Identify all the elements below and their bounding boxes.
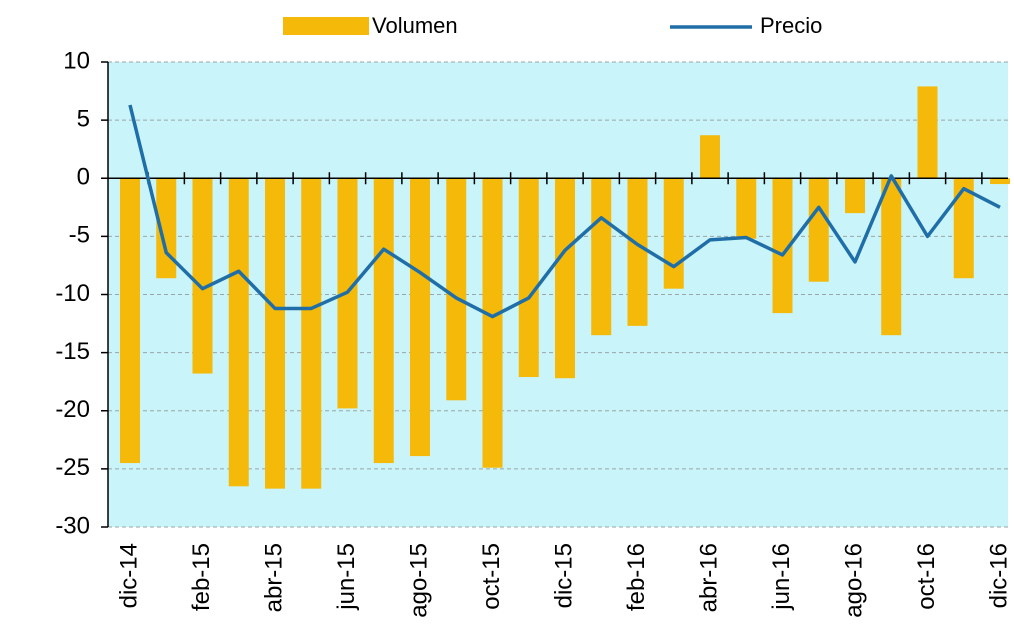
- bar: [120, 178, 140, 464]
- x-tick-label: dic-15: [550, 543, 577, 608]
- bar: [518, 178, 539, 378]
- y-tick-label: -5: [69, 222, 90, 249]
- y-tick-label: -10: [55, 280, 90, 307]
- bar: [301, 178, 322, 489]
- price-line: [128, 104, 1001, 319]
- bar: [265, 178, 285, 489]
- bar: [192, 178, 213, 374]
- bar: [700, 135, 720, 179]
- x-tick-label: abr-15: [260, 543, 287, 612]
- y-tick-label: -15: [55, 338, 90, 365]
- bar: [953, 178, 974, 279]
- x-tick-label: oct-15: [478, 543, 505, 610]
- x-tick-label: dic-16: [985, 543, 1012, 608]
- y-tick-label: -30: [55, 512, 90, 539]
- bar: [156, 178, 177, 279]
- bar: [228, 178, 249, 487]
- y-tick-label: 0: [77, 164, 90, 191]
- y-tick-label: -25: [55, 454, 90, 481]
- bar: [627, 178, 648, 326]
- x-tick-label: oct-16: [913, 543, 940, 610]
- bar: [482, 178, 503, 468]
- bar: [663, 178, 684, 289]
- bar: [881, 178, 902, 336]
- bar: [772, 178, 793, 314]
- x-tick-label: jun-15: [333, 543, 360, 611]
- y-tick-label: -20: [55, 396, 90, 423]
- x-tick-label: ago-15: [405, 543, 432, 618]
- x-tick-label: ago-16: [840, 543, 867, 618]
- y-tick-label: 10: [63, 47, 90, 74]
- bar: [446, 178, 467, 401]
- bar: [373, 178, 394, 464]
- bar: [555, 178, 575, 379]
- bar: [990, 178, 1010, 185]
- bar: [591, 178, 612, 336]
- legend-label: Volumen: [372, 13, 458, 38]
- bar: [410, 178, 430, 457]
- x-tick-label: abr-16: [695, 543, 722, 612]
- bar: [808, 178, 829, 282]
- bar: [845, 178, 865, 214]
- x-tick-label: feb-16: [623, 543, 650, 611]
- x-tick-label: feb-15: [188, 543, 215, 611]
- x-tick-label: jun-16: [768, 543, 795, 611]
- x-tick-label: dic-14: [115, 543, 142, 608]
- bar: [736, 178, 757, 239]
- legend-label: Precio: [760, 13, 822, 38]
- legend-swatch: [283, 17, 369, 35]
- bar: [917, 86, 938, 179]
- y-tick-label: 5: [77, 105, 90, 132]
